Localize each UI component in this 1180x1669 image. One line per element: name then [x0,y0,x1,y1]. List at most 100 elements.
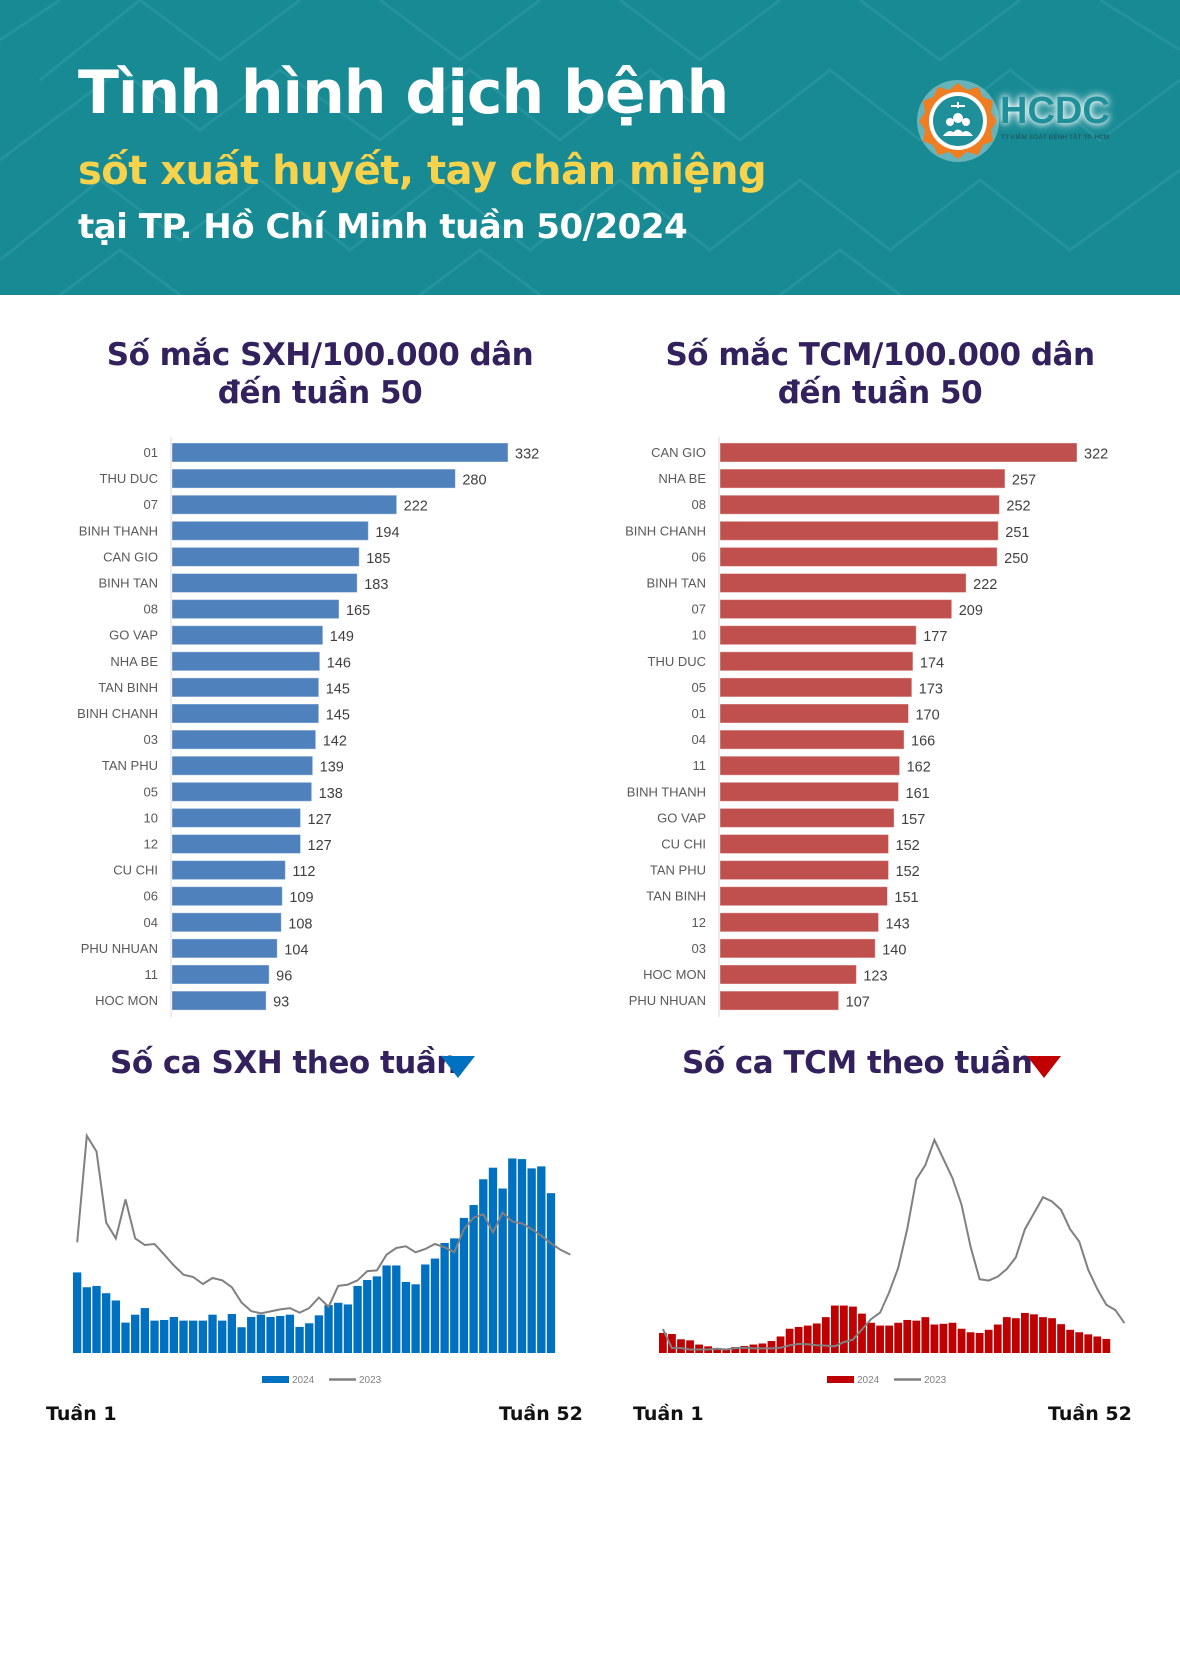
bar-2024 [343,1304,353,1353]
category-label: 11 [693,758,707,773]
value-label: 173 [919,681,943,697]
value-label: 149 [330,629,354,645]
bar-2024 [208,1314,217,1353]
value-label: 152 [896,864,920,880]
value-label: 127 [308,812,332,828]
header-banner: Tình hình dịch bệnh sốt xuất huyết, tay … [0,0,1180,295]
category-label: BINH CHANH [625,523,706,538]
category-label: 01 [692,706,706,721]
category-label: TAN PHU [102,758,158,773]
sxh-week-start-label: Tuần 1 [46,1403,117,1425]
value-label: 104 [284,942,308,958]
category-label: 07 [692,602,706,617]
sxh-rate-title-line2: đến tuần 50 [217,375,423,411]
category-label: PHU NHUAN [81,941,158,956]
category-label: TAN PHU [650,863,706,878]
legend-label-2023: 2023 [359,1375,382,1386]
bar-2024 [517,1159,527,1353]
bar-2024 [957,1328,966,1353]
bar-2024 [668,1334,676,1353]
category-label: 06 [692,549,706,564]
category-label: NHA BE [110,654,158,669]
bar-2024 [73,1272,82,1353]
bar-2024 [237,1327,246,1353]
bar-2024 [421,1264,430,1353]
bar [171,729,317,750]
bar [719,990,840,1011]
line-2023 [661,1137,1126,1351]
bar-2024 [858,1313,866,1353]
bar [171,573,358,593]
category-label: 01 [144,445,158,460]
bar [171,677,320,698]
category-label: 07 [144,497,158,512]
value-label: 183 [364,577,388,593]
bar-2024 [353,1285,362,1353]
sxh-rate-title-line1: Số mắc SXH/100.000 dân [106,337,534,373]
bar-2024 [948,1322,957,1353]
bar-2024 [285,1314,295,1353]
bar-2024 [169,1316,179,1353]
legend-label-2024: 2024 [857,1375,880,1386]
bar [171,651,321,672]
value-label: 146 [327,655,351,671]
category-label: BINH THANH [627,784,706,799]
bar-2024 [993,1324,1002,1353]
value-label: 138 [319,786,343,802]
value-label: 250 [1004,551,1028,567]
category-label: THU DUC [100,471,159,486]
value-label: 185 [366,551,390,567]
bar [719,599,953,620]
bar-2024 [111,1300,120,1353]
tcm-week-start-label: Tuần 1 [633,1403,704,1425]
bar [171,912,282,933]
bar-2024 [903,1319,912,1353]
bar-2024 [722,1349,731,1353]
bar-2024 [975,1332,984,1353]
bar-2024 [276,1316,285,1353]
category-label: CU CHI [661,837,706,852]
bar-2024 [469,1205,478,1353]
logo-subtext: TT KIỂM SOÁT BỆNH TẬT TP. HCM [1001,134,1110,141]
bar [171,834,302,854]
title-line-3: tại TP. Hồ Chí Minh tuần 50/2024 [78,207,688,247]
bar-2024 [767,1341,776,1353]
category-label: CU CHI [113,863,158,878]
category-label: CAN GIO [103,549,158,564]
value-label: 257 [1012,473,1036,489]
sxh-weekly-chart: 2024 2023 [73,1132,571,1386]
category-label: GO VAP [657,810,706,825]
bar [719,834,890,854]
bar-2024 [867,1322,875,1353]
category-label: BINH TAN [647,576,706,591]
bar-2024 [1066,1329,1075,1353]
category-label: 04 [692,732,706,747]
bar [719,964,857,985]
bar [171,781,313,802]
value-label: 108 [288,916,312,932]
category-label: 05 [144,784,158,799]
bar-2024 [102,1293,111,1353]
bar-2024 [227,1314,237,1353]
title-line-2: sốt xuất huyết, tay chân miệng [78,148,767,194]
bar-2024 [939,1323,948,1353]
bar-2024 [150,1320,159,1353]
bar [171,807,302,828]
category-label: 06 [144,889,158,904]
bar-2024 [912,1320,921,1353]
bar-2024 [140,1308,150,1353]
value-label: 166 [911,734,935,750]
category-label: HOC MON [643,967,706,982]
value-label: 109 [289,890,313,906]
value-label: 123 [863,969,887,985]
bar [719,729,905,750]
value-label: 145 [326,708,350,724]
bar-2024 [430,1258,440,1353]
bar [719,494,1000,515]
bar-2024 [256,1314,266,1353]
value-label: 107 [846,995,870,1011]
tcm-week-end-label: Tuần 52 [1048,1403,1132,1425]
value-label: 174 [920,655,944,671]
bar [719,703,909,724]
category-label: PHU NHUAN [629,993,706,1008]
